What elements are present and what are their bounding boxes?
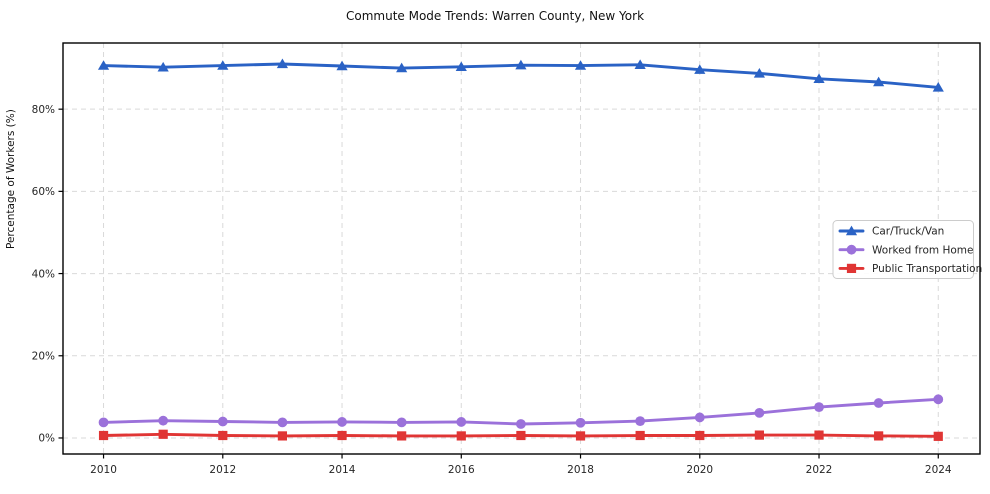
legend-label: Public Transportation	[872, 263, 982, 275]
data-point-square	[277, 431, 288, 441]
x-tick-label: 2020	[686, 464, 713, 476]
legend-item-worked-from-home: Worked from Home	[838, 244, 973, 256]
series-worked-from-home	[98, 394, 944, 429]
data-point-triangle	[574, 60, 587, 70]
data-point-triangle	[97, 60, 110, 70]
x-tick-label: 2022	[806, 464, 833, 476]
data-point-square	[695, 430, 705, 441]
data-point-square	[575, 431, 586, 441]
legend-box	[832, 220, 974, 279]
data-point-triangle	[845, 225, 858, 236]
data-point-circle	[754, 408, 765, 418]
data-point-square	[874, 431, 884, 441]
data-point-triangle	[634, 59, 646, 69]
series-car-truck-van	[97, 58, 944, 92]
data-point-square	[754, 430, 764, 440]
data-point-circle	[575, 417, 586, 428]
data-point-triangle	[753, 68, 765, 78]
data-point-circle	[158, 415, 169, 426]
data-point-circle	[873, 398, 884, 408]
y-tick-label: 60%	[32, 186, 55, 198]
series-public-transportation	[98, 429, 943, 441]
data-point-square	[158, 429, 168, 439]
axis-ticks	[58, 108, 939, 459]
x-tick-label: 2014	[329, 464, 356, 476]
y-tick-label: 80%	[32, 104, 55, 116]
data-point-square	[456, 431, 466, 441]
legend-label: Car/Truck/Van	[872, 226, 944, 238]
chart-title: Commute Mode Trends: Warren County, New …	[345, 9, 645, 23]
legend: Car/Truck/Van Worked from Home Public Tran…	[832, 220, 982, 279]
legend-label: Worked from Home	[872, 244, 973, 256]
data-point-square	[635, 430, 645, 441]
data-point-circle	[694, 412, 705, 423]
x-tick-label: 2018	[567, 464, 594, 476]
data-point-circle	[98, 417, 109, 428]
legend-item-public-transportation: Public Transportation	[838, 263, 982, 275]
y-tick-label: 40%	[32, 268, 55, 280]
y-tick-labels: 0% 20% 40% 60% 80%	[32, 104, 55, 445]
data-point-circle	[277, 417, 288, 428]
data-point-circle	[814, 402, 824, 413]
data-point-triangle	[276, 58, 289, 69]
data-point-square	[846, 263, 857, 273]
data-point-circle	[396, 417, 407, 428]
data-point-triangle	[217, 60, 229, 70]
data-point-circle	[933, 394, 944, 405]
data-point-triangle	[396, 62, 408, 73]
data-point-circle	[635, 416, 646, 427]
x-tick-label: 2010	[90, 464, 117, 476]
data-point-square	[814, 430, 824, 440]
data-point-circle	[516, 419, 526, 429]
y-tick-label: 20%	[32, 350, 55, 362]
data-point-square	[516, 430, 526, 441]
data-point-triangle	[455, 61, 467, 72]
data-point-square	[933, 431, 943, 441]
data-point-circle	[217, 416, 228, 427]
data-point-triangle	[873, 76, 885, 87]
data-point-triangle	[694, 64, 706, 74]
x-tick-label: 2012	[209, 464, 236, 476]
plot-border	[62, 42, 981, 455]
data-point-triangle	[515, 59, 527, 70]
x-tick-label: 2016	[448, 464, 475, 476]
data-point-circle	[846, 244, 857, 255]
data-point-square	[337, 430, 347, 441]
data-point-triangle	[336, 60, 348, 71]
legend-item-car-truck-van: Car/Truck/Van	[838, 225, 944, 238]
data-point-triangle	[932, 81, 944, 92]
data-point-circle	[456, 417, 467, 427]
data-point-triangle	[813, 73, 825, 83]
y-tick-label: 0%	[38, 433, 55, 445]
data-point-square	[98, 430, 109, 441]
data-point-circle	[337, 417, 347, 427]
data-point-square	[218, 430, 228, 441]
gridlines	[63, 43, 980, 454]
x-tick-labels: 2010 2012 2014 2016 2018 2020 2022 2024	[90, 464, 952, 476]
x-tick-label: 2024	[925, 464, 952, 476]
data-point-triangle	[157, 61, 169, 72]
data-point-square	[397, 431, 407, 441]
